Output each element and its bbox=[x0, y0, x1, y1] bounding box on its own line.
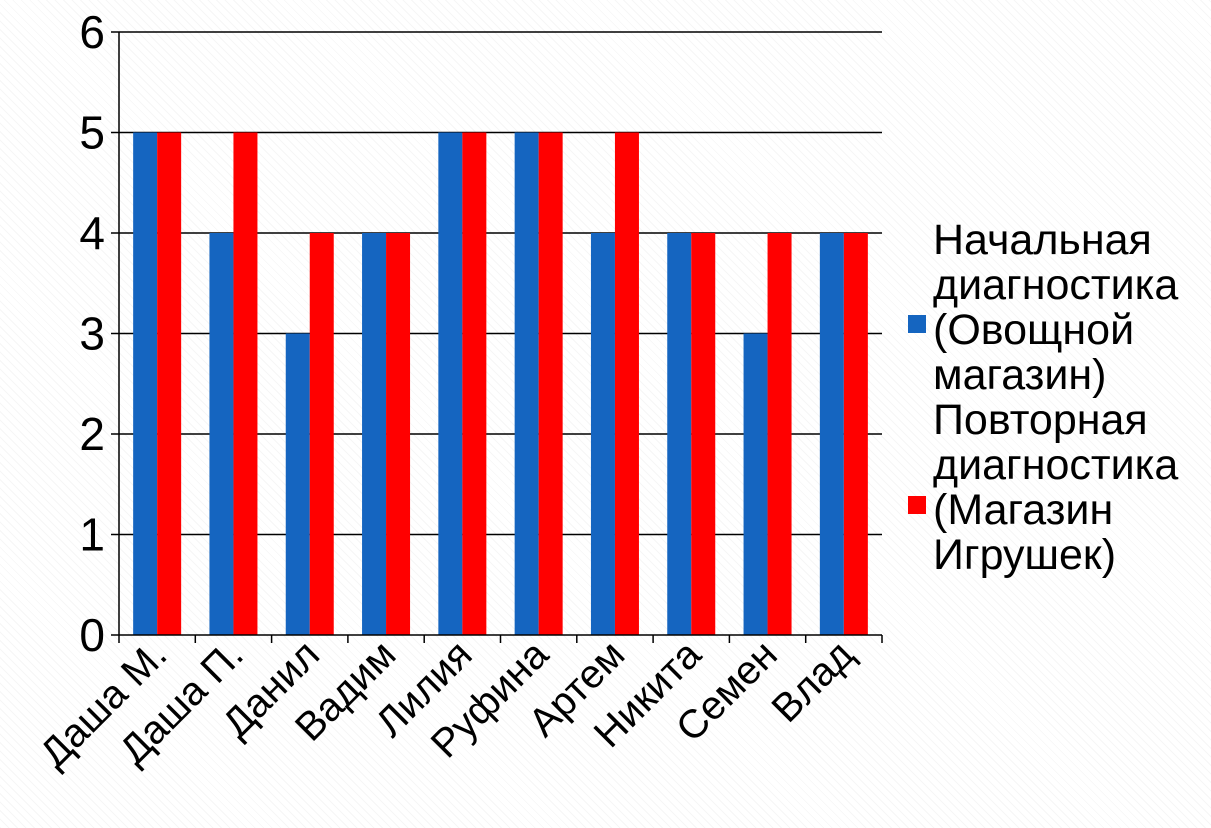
legend: Начальная диагностика (Овощной магазин) … bbox=[908, 218, 1208, 578]
bar-initial-10 bbox=[819, 233, 844, 635]
bar-repeat-2 bbox=[233, 132, 258, 635]
y-tick-labels: 0 1 2 3 4 5 6 bbox=[79, 6, 105, 661]
y-tick-label: 0 bbox=[79, 609, 105, 661]
y-tick-label: 5 bbox=[79, 107, 105, 159]
y-tick-label: 2 bbox=[79, 408, 105, 460]
legend-item-initial: Начальная диагностика (Овощной магазин) bbox=[908, 218, 1208, 398]
bar-repeat-6 bbox=[538, 132, 563, 635]
bar-initial-8 bbox=[667, 233, 692, 635]
bar-repeat-1 bbox=[157, 132, 182, 635]
bar-initial-9 bbox=[743, 333, 768, 635]
bar-initial-3 bbox=[285, 333, 310, 635]
legend-item-repeat: Повторная диагностика (Магазин Игрушек) bbox=[908, 398, 1208, 578]
bar-repeat-5 bbox=[462, 132, 487, 635]
legend-swatch-repeat bbox=[908, 496, 926, 514]
y-tick-label: 3 bbox=[79, 308, 105, 360]
y-tick-label: 6 bbox=[79, 6, 105, 58]
bar-repeat-10 bbox=[843, 233, 868, 635]
bars bbox=[133, 132, 868, 635]
y-tick-label: 1 bbox=[79, 509, 105, 561]
bar-repeat-7 bbox=[614, 132, 639, 635]
legend-swatch-initial bbox=[908, 315, 926, 333]
bar-repeat-4 bbox=[386, 233, 411, 635]
legend-label-repeat: Повторная диагностика (Магазин Игрушек) bbox=[933, 396, 1179, 579]
bar-initial-4 bbox=[362, 233, 387, 635]
axes bbox=[111, 31, 883, 643]
bar-initial-7 bbox=[590, 233, 615, 635]
bar-initial-2 bbox=[209, 233, 234, 635]
legend-label-initial: Начальная диагностика (Овощной магазин) bbox=[933, 216, 1179, 399]
y-tick-label: 4 bbox=[79, 207, 105, 259]
bar-initial-6 bbox=[514, 132, 539, 635]
x-tick-labels: Даша М.Даша П.ДанилВадимЛилияРуфинаАртем… bbox=[32, 632, 862, 776]
x-tick-label: Влад bbox=[763, 632, 862, 731]
bar-repeat-8 bbox=[691, 233, 716, 635]
bar-initial-1 bbox=[133, 132, 158, 635]
bar-repeat-3 bbox=[309, 233, 334, 635]
bar-repeat-9 bbox=[767, 233, 792, 635]
bar-initial-5 bbox=[438, 132, 463, 635]
